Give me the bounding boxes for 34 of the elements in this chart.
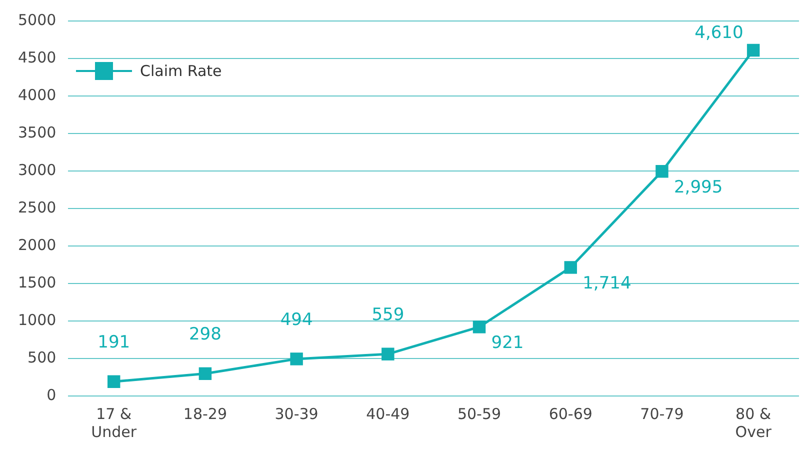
point (746, 44, 760, 57)
point (290, 352, 303, 366)
x-tick-label: 40-49 (366, 404, 410, 423)
data-label: 4,610 (694, 23, 744, 44)
y-tick-label: 4000 (18, 86, 56, 104)
point (656, 165, 668, 178)
y-tick-label: 2500 (18, 198, 56, 216)
x-tick-label: 17 & Under (91, 404, 138, 441)
data-label: 921 (491, 332, 524, 353)
data-label: 191 (98, 332, 130, 353)
point (564, 261, 577, 274)
data-label: 559 (372, 304, 404, 325)
y-tick-label: 4500 (18, 48, 56, 66)
x-tick-label: 70-79 (640, 404, 684, 423)
y-tick-label: 5000 (18, 10, 56, 29)
x-tick-label: 18-29 (183, 404, 227, 423)
data-label: 2,995 (674, 177, 723, 198)
data-label: 298 (188, 324, 222, 345)
y-tick-label: 1500 (18, 273, 56, 292)
y-tick-label: 3500 (18, 123, 56, 142)
point (382, 348, 394, 360)
legend-label: Claim Rate (140, 62, 222, 80)
x-tick-label: 30-39 (274, 404, 318, 423)
x-tick-label: 80 & Over (735, 404, 772, 441)
y-tick-label: 0 (46, 386, 56, 404)
x-tick-label: 50-59 (457, 404, 502, 423)
y-tick-label: 500 (28, 348, 56, 366)
point (472, 320, 486, 334)
y-tick-label: 2000 (18, 236, 56, 254)
x-tick-label: 60-69 (548, 404, 592, 423)
y-tick-label: 1000 (18, 310, 56, 329)
point (107, 375, 120, 388)
y-tick-label: 3000 (18, 160, 56, 179)
point (198, 367, 212, 380)
